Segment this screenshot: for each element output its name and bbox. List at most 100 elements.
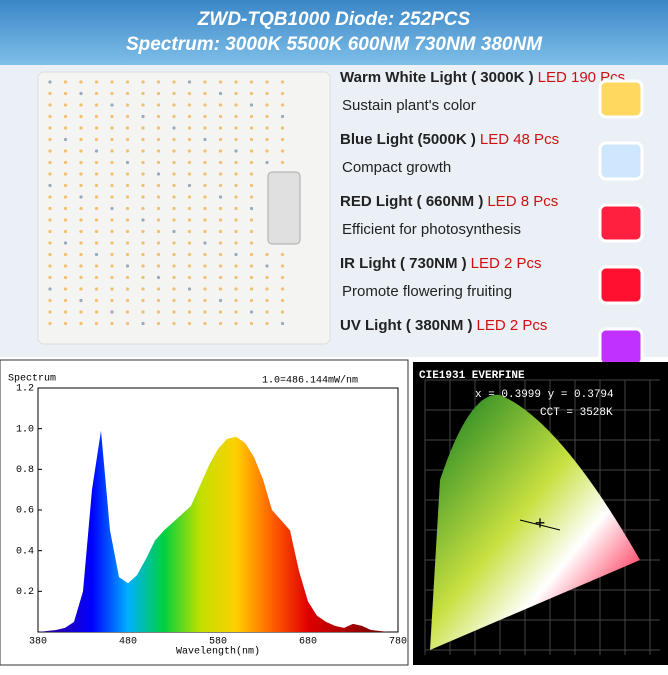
led-dot — [203, 103, 207, 107]
led-count: LED 2 Pcs — [471, 255, 542, 272]
led-dot — [63, 183, 68, 188]
led-list: Warm White Light ( 3000K ) LED 190 Pcs Sus… — [340, 69, 644, 367]
led-dot — [156, 126, 161, 130]
led-dot — [203, 218, 207, 222]
led-dot — [94, 264, 99, 268]
led-type: RED Light ( 660NM ) — [340, 193, 483, 210]
led-dot — [187, 183, 192, 188]
led-dot — [48, 195, 52, 199]
led-dot — [48, 172, 52, 176]
led-dot — [141, 137, 145, 142]
led-dot — [203, 160, 207, 165]
led-dot — [249, 160, 254, 165]
led-dot — [94, 275, 99, 280]
led-dot — [172, 80, 176, 84]
led-dot — [187, 126, 192, 130]
led-icon — [598, 265, 644, 305]
led-dot — [234, 206, 238, 211]
led-dot — [94, 114, 99, 119]
led-dot — [63, 160, 68, 165]
led-dot — [156, 287, 161, 291]
led-dot — [110, 172, 114, 176]
led-dot — [234, 195, 238, 199]
led-dot — [141, 321, 145, 326]
led-dot — [265, 137, 269, 142]
led-dot — [187, 91, 192, 96]
led-dot — [125, 114, 130, 119]
led-dot — [63, 252, 68, 257]
led-dot — [63, 275, 68, 280]
led-dot — [110, 229, 114, 234]
led-dot — [187, 160, 192, 165]
led-dot — [141, 252, 145, 257]
led-name: Warm White Light ( 3000K ) LED 190 Pcs — [340, 69, 625, 86]
led-dot — [203, 241, 207, 245]
led-dot — [94, 80, 99, 84]
led-dot — [79, 310, 83, 314]
led-dot — [187, 229, 192, 234]
led-dot — [110, 137, 114, 142]
led-desc: Efficient for photosynthesis — [342, 221, 521, 238]
led-dot — [172, 195, 176, 199]
header-bg — [0, 0, 668, 65]
led-dot — [94, 298, 99, 303]
led-count: LED 2 Pcs — [477, 317, 548, 334]
led-dot — [94, 137, 99, 142]
led-dot — [280, 298, 285, 303]
led-dot — [110, 252, 114, 257]
led-dot — [110, 275, 114, 280]
led-dot — [48, 252, 52, 257]
led-dot — [79, 241, 83, 245]
led-dot — [203, 287, 207, 291]
subtitle: Spectrum: 3000K 5500K 600NM 730NM 380NM — [126, 34, 543, 55]
led-dot — [79, 91, 83, 96]
led-dot — [94, 183, 99, 188]
led-dot — [187, 195, 192, 199]
led-dot — [203, 298, 207, 303]
board-bracket — [267, 171, 301, 245]
led-dot — [265, 321, 269, 326]
led-dot — [125, 103, 130, 107]
led-dot — [172, 275, 176, 280]
led-dot — [141, 310, 145, 314]
led-dot — [63, 310, 68, 314]
led-dot — [203, 275, 207, 280]
led-dot — [48, 91, 52, 96]
led-dot — [172, 298, 176, 303]
led-dot — [234, 298, 238, 303]
led-dot — [125, 195, 130, 199]
led-name: IR Light ( 730NM ) LED 2 Pcs — [340, 255, 542, 272]
led-dot — [48, 264, 52, 268]
led-dot — [187, 218, 192, 222]
led-dot — [280, 103, 285, 107]
led-dot — [156, 321, 161, 326]
led-dot — [94, 218, 99, 222]
led-dot — [234, 160, 238, 165]
led-dot — [203, 183, 207, 188]
led-dot — [265, 80, 269, 84]
led-dot — [203, 195, 207, 199]
led-dot — [172, 126, 176, 130]
led-dot — [203, 80, 207, 84]
led-desc: Sustain plant's color — [342, 97, 476, 114]
led-dot — [125, 310, 130, 314]
led-dot — [280, 114, 285, 119]
led-dot — [187, 287, 192, 291]
led-dot — [48, 206, 52, 211]
led-dot — [265, 91, 269, 96]
led-dots — [48, 80, 285, 326]
led-dot — [125, 137, 130, 142]
led-dot — [110, 298, 114, 303]
led-dot — [249, 114, 254, 119]
led-dot — [79, 206, 83, 211]
led-dot — [203, 321, 207, 326]
led-dot — [280, 275, 285, 280]
led-dot — [280, 264, 285, 268]
led-dot — [110, 264, 114, 268]
led-dot — [172, 287, 176, 291]
led-dot — [172, 91, 176, 96]
led-dot — [249, 275, 254, 280]
led-dot — [141, 183, 145, 188]
led-type: Blue Light (5000K ) — [340, 131, 476, 148]
led-dot — [218, 103, 223, 107]
